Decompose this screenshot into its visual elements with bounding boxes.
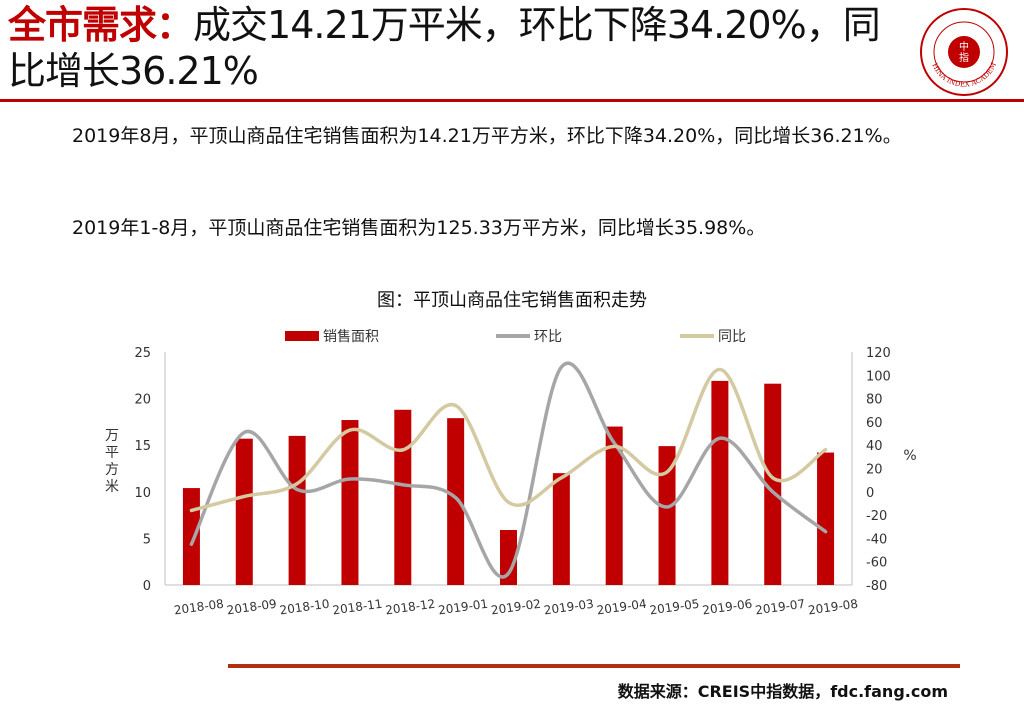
y-tick-label: 25 [134, 346, 151, 361]
y2-tick-label: 120 [866, 346, 891, 361]
legend-label: 销售面积 [323, 329, 379, 345]
bar-sales-area [394, 409, 412, 585]
x-tick-label: 2019-06 [702, 597, 754, 618]
y-tick-label: 0 [143, 579, 151, 594]
summary-paragraph-1: 2019年8月，平顶山商品住宅销售面积为14.21万平方米，环比下降34.20%… [72, 125, 902, 147]
bar-sales-area [764, 383, 782, 585]
legend-label: 同比 [718, 329, 746, 345]
title-divider [0, 99, 1024, 102]
seal-char: 指 [959, 51, 969, 64]
y2-tick-label: -40 [866, 532, 887, 547]
x-tick-label: 2019-05 [649, 597, 701, 618]
slide-title-rest: 成交14.21万平米，环比下降34.20%，同比增长36.21% [8, 3, 881, 93]
legend-swatch-sales-area [285, 331, 319, 341]
slide-title-lead: 全市需求： [8, 3, 194, 47]
summary-paragraph-2: 2019年1-8月，平顶山商品住宅销售面积为125.33万平方米，同比增长35.… [72, 217, 766, 239]
legend-label: 环比 [534, 329, 562, 345]
bar-sales-area [288, 435, 306, 585]
y-tick-label: 15 [134, 439, 151, 454]
x-tick-label: 2018-09 [226, 597, 278, 618]
bar-sales-area [500, 530, 517, 585]
bar-sales-area [182, 488, 200, 585]
bar-sales-area [605, 426, 623, 585]
x-tick-label: 2019-08 [807, 597, 859, 618]
x-tick-label: 2018-10 [279, 597, 331, 618]
y-axis-label: 万平方米 [105, 428, 119, 495]
seal-char: 中 [959, 40, 969, 53]
y-tick-label: 5 [143, 532, 151, 547]
y2-tick-label: -80 [866, 579, 887, 594]
x-tick-label: 2019-02 [490, 597, 542, 618]
bar-sales-area [552, 473, 570, 585]
china-index-academy-seal-icon: 中 指 CHINA INDEX ACADEMY [918, 6, 1008, 96]
x-tick-label: 2018-12 [384, 597, 436, 618]
y2-tick-label: 20 [866, 463, 883, 478]
bar-sales-area [658, 446, 676, 585]
x-tick-label: 2019-07 [754, 597, 806, 618]
y2-tick-label: 0 [866, 486, 874, 501]
y-tick-label: 20 [134, 393, 151, 408]
x-tick-label: 2019-01 [437, 597, 489, 618]
y2-tick-label: 40 [866, 439, 883, 454]
y2-tick-label: 100 [866, 369, 891, 384]
y2-tick-label: 60 [866, 416, 883, 431]
y2-tick-label: 80 [866, 393, 883, 408]
bar-sales-area [711, 380, 729, 585]
x-tick-label: 2019-04 [596, 597, 648, 618]
source-divider [228, 664, 960, 668]
bar-sales-area [235, 438, 253, 585]
slide-title: 全市需求：成交14.21万平米，环比下降34.20%，同比增长36.21% [8, 2, 908, 94]
sales-area-chart: 0 5 10 15 20 25 -80 -60 -40 -20 0 20 40 60 80 100 120 万平方… [105, 329, 917, 618]
bar-sales-area [447, 418, 465, 585]
x-tick-label: 2018-11 [332, 597, 384, 618]
y-tick-label: 10 [134, 486, 151, 501]
bar-sales-area [341, 420, 359, 585]
y2-tick-label: -20 [866, 509, 887, 524]
chart-title: 图：平顶山商品住宅销售面积走势 [377, 290, 647, 311]
data-source: 数据来源：CREIS中指数据，fdc.fang.com [617, 682, 948, 701]
x-tick-label: 2018-08 [173, 597, 225, 618]
line-yoy [189, 367, 828, 513]
y2-axis-label: % [903, 448, 916, 464]
y2-tick-label: -60 [866, 556, 887, 571]
x-tick-label: 2019-03 [543, 597, 595, 618]
bar-sales-area [817, 452, 835, 585]
